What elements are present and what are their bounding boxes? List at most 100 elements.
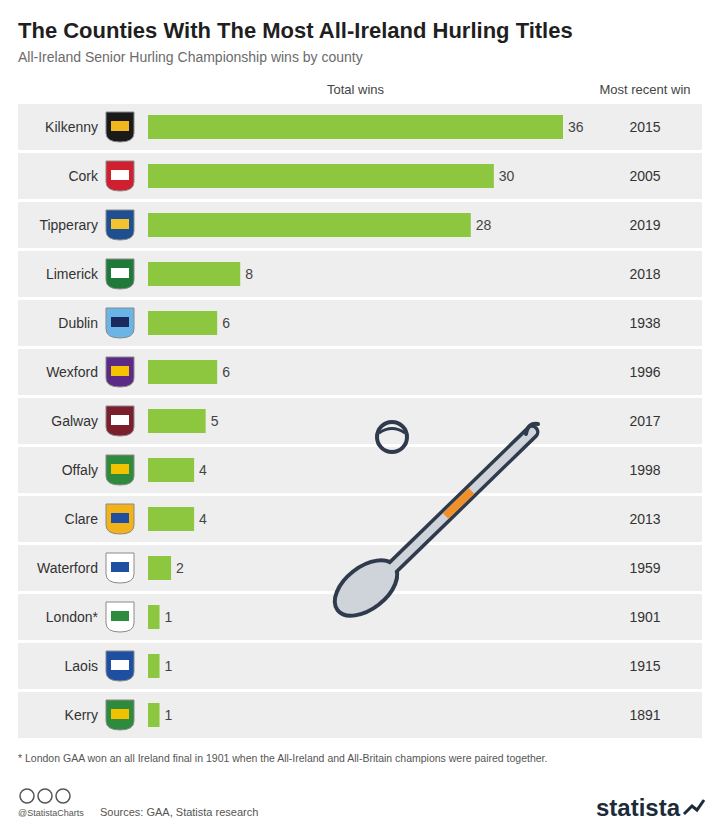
bar <box>148 213 471 237</box>
category-label: Dublin <box>58 315 98 331</box>
year-label: 1998 <box>629 462 660 478</box>
licence-icon <box>38 789 52 803</box>
hurley-illustration <box>325 422 538 627</box>
crest-detail <box>111 170 129 180</box>
sliotar <box>377 422 407 452</box>
bar <box>148 654 160 678</box>
crest <box>106 161 134 191</box>
data-label: 30 <box>499 168 515 184</box>
data-label: 28 <box>476 217 492 233</box>
subtitle: All-Ireland Senior Hurling Championship … <box>18 49 363 65</box>
row-background <box>18 153 702 199</box>
bar <box>148 164 494 188</box>
category-labels: KilkennyCorkTipperaryLimerickDublinWexfo… <box>37 119 99 723</box>
row-background <box>18 202 702 248</box>
data-label: 36 <box>568 119 584 135</box>
chart: The Counties With The Most All-Ireland H… <box>0 0 720 831</box>
category-label: Galway <box>51 413 98 429</box>
data-label: 2 <box>176 560 184 576</box>
row-backgrounds <box>18 104 702 738</box>
category-label: Cork <box>68 168 99 184</box>
category-label: Kilkenny <box>45 119 98 135</box>
category-label: Tipperary <box>39 217 98 233</box>
data-label: 8 <box>245 266 253 282</box>
data-label: 4 <box>199 462 207 478</box>
licence-icon <box>56 789 70 803</box>
bar <box>148 703 160 727</box>
hurley-grip <box>526 424 538 434</box>
data-labels: 36 30 28 8 6 6 5 4 4 2 1 1 1 <box>165 119 584 723</box>
column-heading: Most recent win <box>599 82 690 97</box>
crest-detail <box>111 219 129 229</box>
row-background <box>18 643 702 689</box>
data-label: 1 <box>165 609 173 625</box>
bar <box>148 409 206 433</box>
bar <box>148 115 563 139</box>
crest <box>106 210 134 240</box>
bar <box>148 311 217 335</box>
crest-detail <box>111 611 129 621</box>
category-label: Offaly <box>62 462 98 478</box>
category-label: Clare <box>65 511 99 527</box>
row-background <box>18 251 702 297</box>
bar <box>148 556 171 580</box>
category-label: Waterford <box>37 560 98 576</box>
credit: @StatistaCharts <box>18 808 84 818</box>
row-background <box>18 398 702 444</box>
data-label: 4 <box>199 511 207 527</box>
category-label: Limerick <box>46 266 99 282</box>
crest-detail <box>111 317 129 327</box>
year-label: 1996 <box>629 364 660 380</box>
crest <box>106 602 134 632</box>
year-label: 2005 <box>629 168 660 184</box>
year-label: 2013 <box>629 511 660 527</box>
footer: @StatistaCharts Sources: GAA, Statista re… <box>18 789 704 821</box>
crests <box>106 112 134 730</box>
brand-mark <box>684 800 704 814</box>
crest-detail <box>111 415 129 425</box>
data-label: 1 <box>165 707 173 723</box>
bar <box>148 360 217 384</box>
column-heading: Total wins <box>327 82 385 97</box>
hurley-handle <box>388 432 532 572</box>
crest <box>106 700 134 730</box>
bar <box>148 262 240 286</box>
crest <box>106 259 134 289</box>
data-label: 6 <box>222 315 230 331</box>
background <box>0 0 720 831</box>
category-label: Kerry <box>65 707 98 723</box>
crest <box>106 308 134 338</box>
crest <box>106 504 134 534</box>
row-background <box>18 692 702 738</box>
crest-detail <box>111 709 129 719</box>
crest <box>106 455 134 485</box>
licence-icon <box>20 789 34 803</box>
bar <box>148 458 194 482</box>
year-label: 1891 <box>629 707 660 723</box>
row-background <box>18 300 702 346</box>
crest-detail <box>111 121 129 131</box>
bars <box>148 115 563 727</box>
crest-detail <box>111 464 129 474</box>
category-label: London* <box>46 609 99 625</box>
year-label: 2018 <box>629 266 660 282</box>
category-label: Laois <box>65 658 98 674</box>
year-label: 2019 <box>629 217 660 233</box>
footnote: * London GAA won an all Ireland final in… <box>18 752 547 764</box>
bar <box>148 507 194 531</box>
year-label: 2015 <box>629 119 660 135</box>
row-background <box>18 104 702 150</box>
data-label: 6 <box>222 364 230 380</box>
row-background <box>18 496 702 542</box>
crest <box>106 357 134 387</box>
bar <box>148 605 160 629</box>
row-background <box>18 447 702 493</box>
crest-detail <box>111 562 129 572</box>
hurley-band <box>446 491 472 516</box>
source: Sources: GAA, Statista research <box>100 806 258 818</box>
crest <box>106 651 134 681</box>
crest <box>106 406 134 436</box>
data-label: 1 <box>165 658 173 674</box>
crest-detail <box>111 366 129 376</box>
data-label: 5 <box>211 413 219 429</box>
